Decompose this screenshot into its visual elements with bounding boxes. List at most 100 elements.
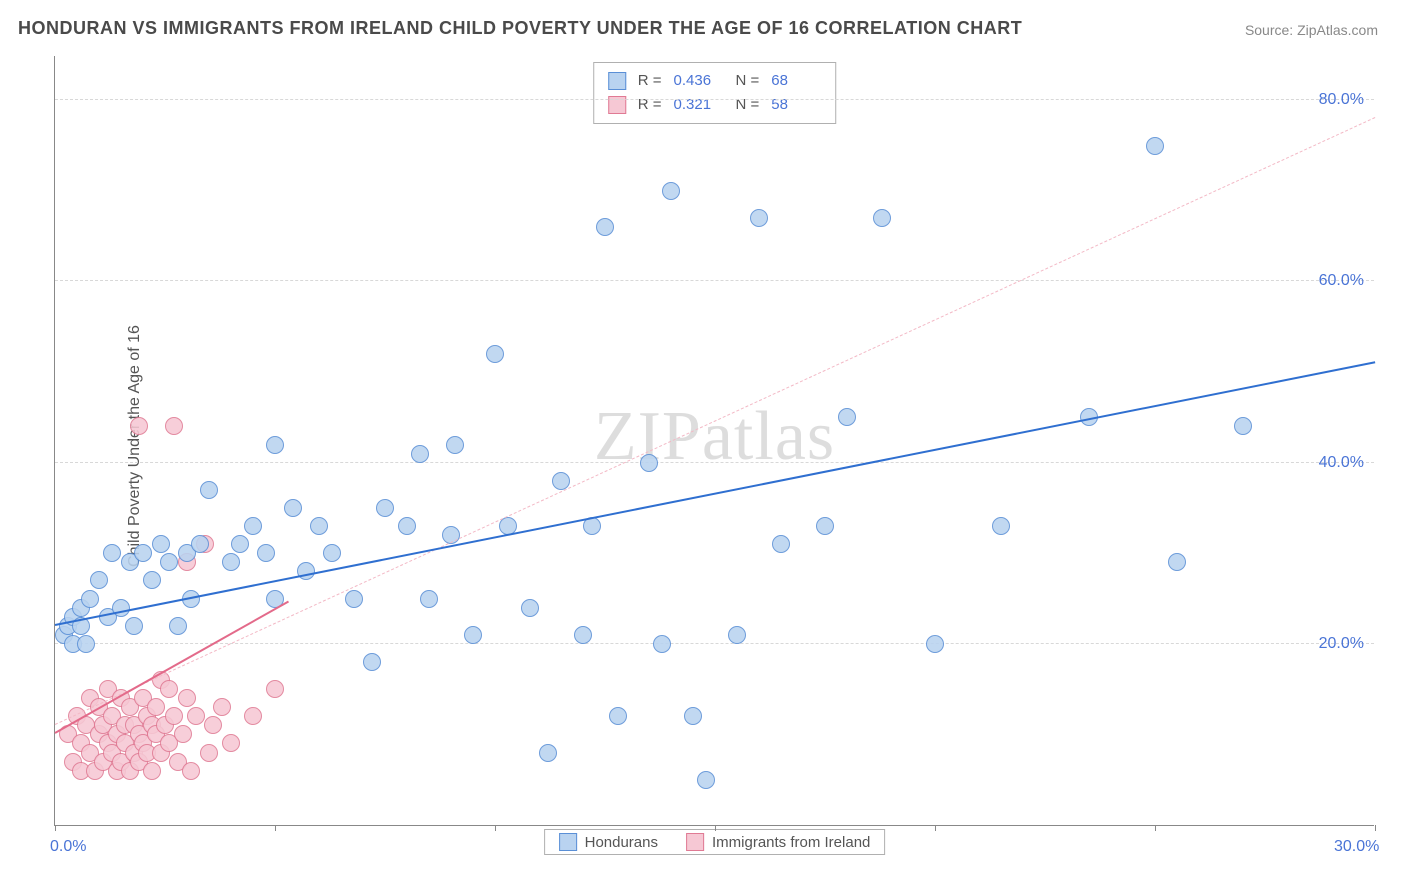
x-tick-mark [1155, 825, 1156, 831]
data-point [191, 535, 209, 553]
data-point [222, 734, 240, 752]
n-label: N = [736, 93, 760, 117]
data-point [363, 653, 381, 671]
r-label: R = [638, 93, 662, 117]
watermark-text: ZIPatlas [594, 397, 835, 477]
legend-label: Hondurans [585, 834, 658, 851]
data-point [609, 707, 627, 725]
data-point [143, 762, 161, 780]
data-point [160, 680, 178, 698]
data-point [816, 517, 834, 535]
data-point [178, 689, 196, 707]
x-tick-mark [715, 825, 716, 831]
gridline [55, 643, 1374, 644]
data-point [160, 553, 178, 571]
data-point [411, 445, 429, 463]
legend-item-hondurans: Hondurans [559, 833, 658, 851]
y-tick-label: 40.0% [1319, 454, 1364, 472]
data-point [926, 635, 944, 653]
data-point [257, 544, 275, 562]
data-point [521, 599, 539, 617]
data-point [1234, 417, 1252, 435]
data-point [169, 617, 187, 635]
data-point [152, 535, 170, 553]
data-point [662, 182, 680, 200]
data-point [640, 454, 658, 472]
data-point [596, 218, 614, 236]
legend-label: Immigrants from Ireland [712, 834, 870, 851]
data-point [182, 762, 200, 780]
data-point [143, 571, 161, 589]
y-tick-label: 60.0% [1319, 272, 1364, 290]
data-point [204, 716, 222, 734]
data-point [284, 499, 302, 517]
data-point [77, 635, 95, 653]
data-point [310, 517, 328, 535]
data-point [1146, 137, 1164, 155]
data-point [376, 499, 394, 517]
source-label: Source: ZipAtlas.com [1245, 22, 1378, 38]
stats-row-ireland: R = 0.321 N = 58 [608, 93, 822, 117]
data-point [165, 707, 183, 725]
plot-area: ZIPatlas R = 0.436 N = 68 R = 0.321 N = … [54, 56, 1374, 826]
chart-container: HONDURAN VS IMMIGRANTS FROM IRELAND CHIL… [0, 0, 1406, 892]
data-point [103, 544, 121, 562]
data-point [446, 436, 464, 454]
data-point [838, 408, 856, 426]
data-point [213, 698, 231, 716]
data-point [464, 626, 482, 644]
x-tick-mark [495, 825, 496, 831]
gridline [55, 462, 1374, 463]
x-tick-mark [55, 825, 56, 831]
series-legend: Hondurans Immigrants from Ireland [544, 829, 886, 855]
r-value: 0.436 [674, 69, 724, 93]
data-point [345, 590, 363, 608]
data-point [574, 626, 592, 644]
data-point [992, 517, 1010, 535]
data-point [125, 617, 143, 635]
data-point [486, 345, 504, 363]
n-value: 58 [771, 93, 821, 117]
data-point [653, 635, 671, 653]
swatch-icon [559, 833, 577, 851]
swatch-icon [608, 72, 626, 90]
data-point [130, 417, 148, 435]
gridline [55, 280, 1374, 281]
data-point [231, 535, 249, 553]
x-tick-mark [1375, 825, 1376, 831]
data-point [244, 517, 262, 535]
data-point [147, 698, 165, 716]
data-point [750, 209, 768, 227]
data-point [772, 535, 790, 553]
data-point [1168, 553, 1186, 571]
x-tick-mark [935, 825, 936, 831]
x-axis-max-label: 30.0% [1334, 838, 1379, 856]
x-tick-mark [275, 825, 276, 831]
swatch-icon [686, 833, 704, 851]
data-point [420, 590, 438, 608]
trend-extrapolation [55, 117, 1375, 725]
chart-title: HONDURAN VS IMMIGRANTS FROM IRELAND CHIL… [18, 18, 1022, 39]
data-point [81, 590, 99, 608]
data-point [90, 571, 108, 589]
data-point [200, 744, 218, 762]
data-point [165, 417, 183, 435]
data-point [266, 680, 284, 698]
y-tick-label: 80.0% [1319, 91, 1364, 109]
n-label: N = [736, 69, 760, 93]
gridline [55, 99, 1374, 100]
data-point [539, 744, 557, 762]
trend-line-hondurans [55, 361, 1375, 626]
data-point [187, 707, 205, 725]
x-axis-min-label: 0.0% [50, 838, 86, 856]
r-value: 0.321 [674, 93, 724, 117]
data-point [174, 725, 192, 743]
n-value: 68 [771, 69, 821, 93]
data-point [222, 553, 240, 571]
data-point [200, 481, 218, 499]
stats-row-hondurans: R = 0.436 N = 68 [608, 69, 822, 93]
data-point [398, 517, 416, 535]
data-point [244, 707, 262, 725]
r-label: R = [638, 69, 662, 93]
data-point [873, 209, 891, 227]
